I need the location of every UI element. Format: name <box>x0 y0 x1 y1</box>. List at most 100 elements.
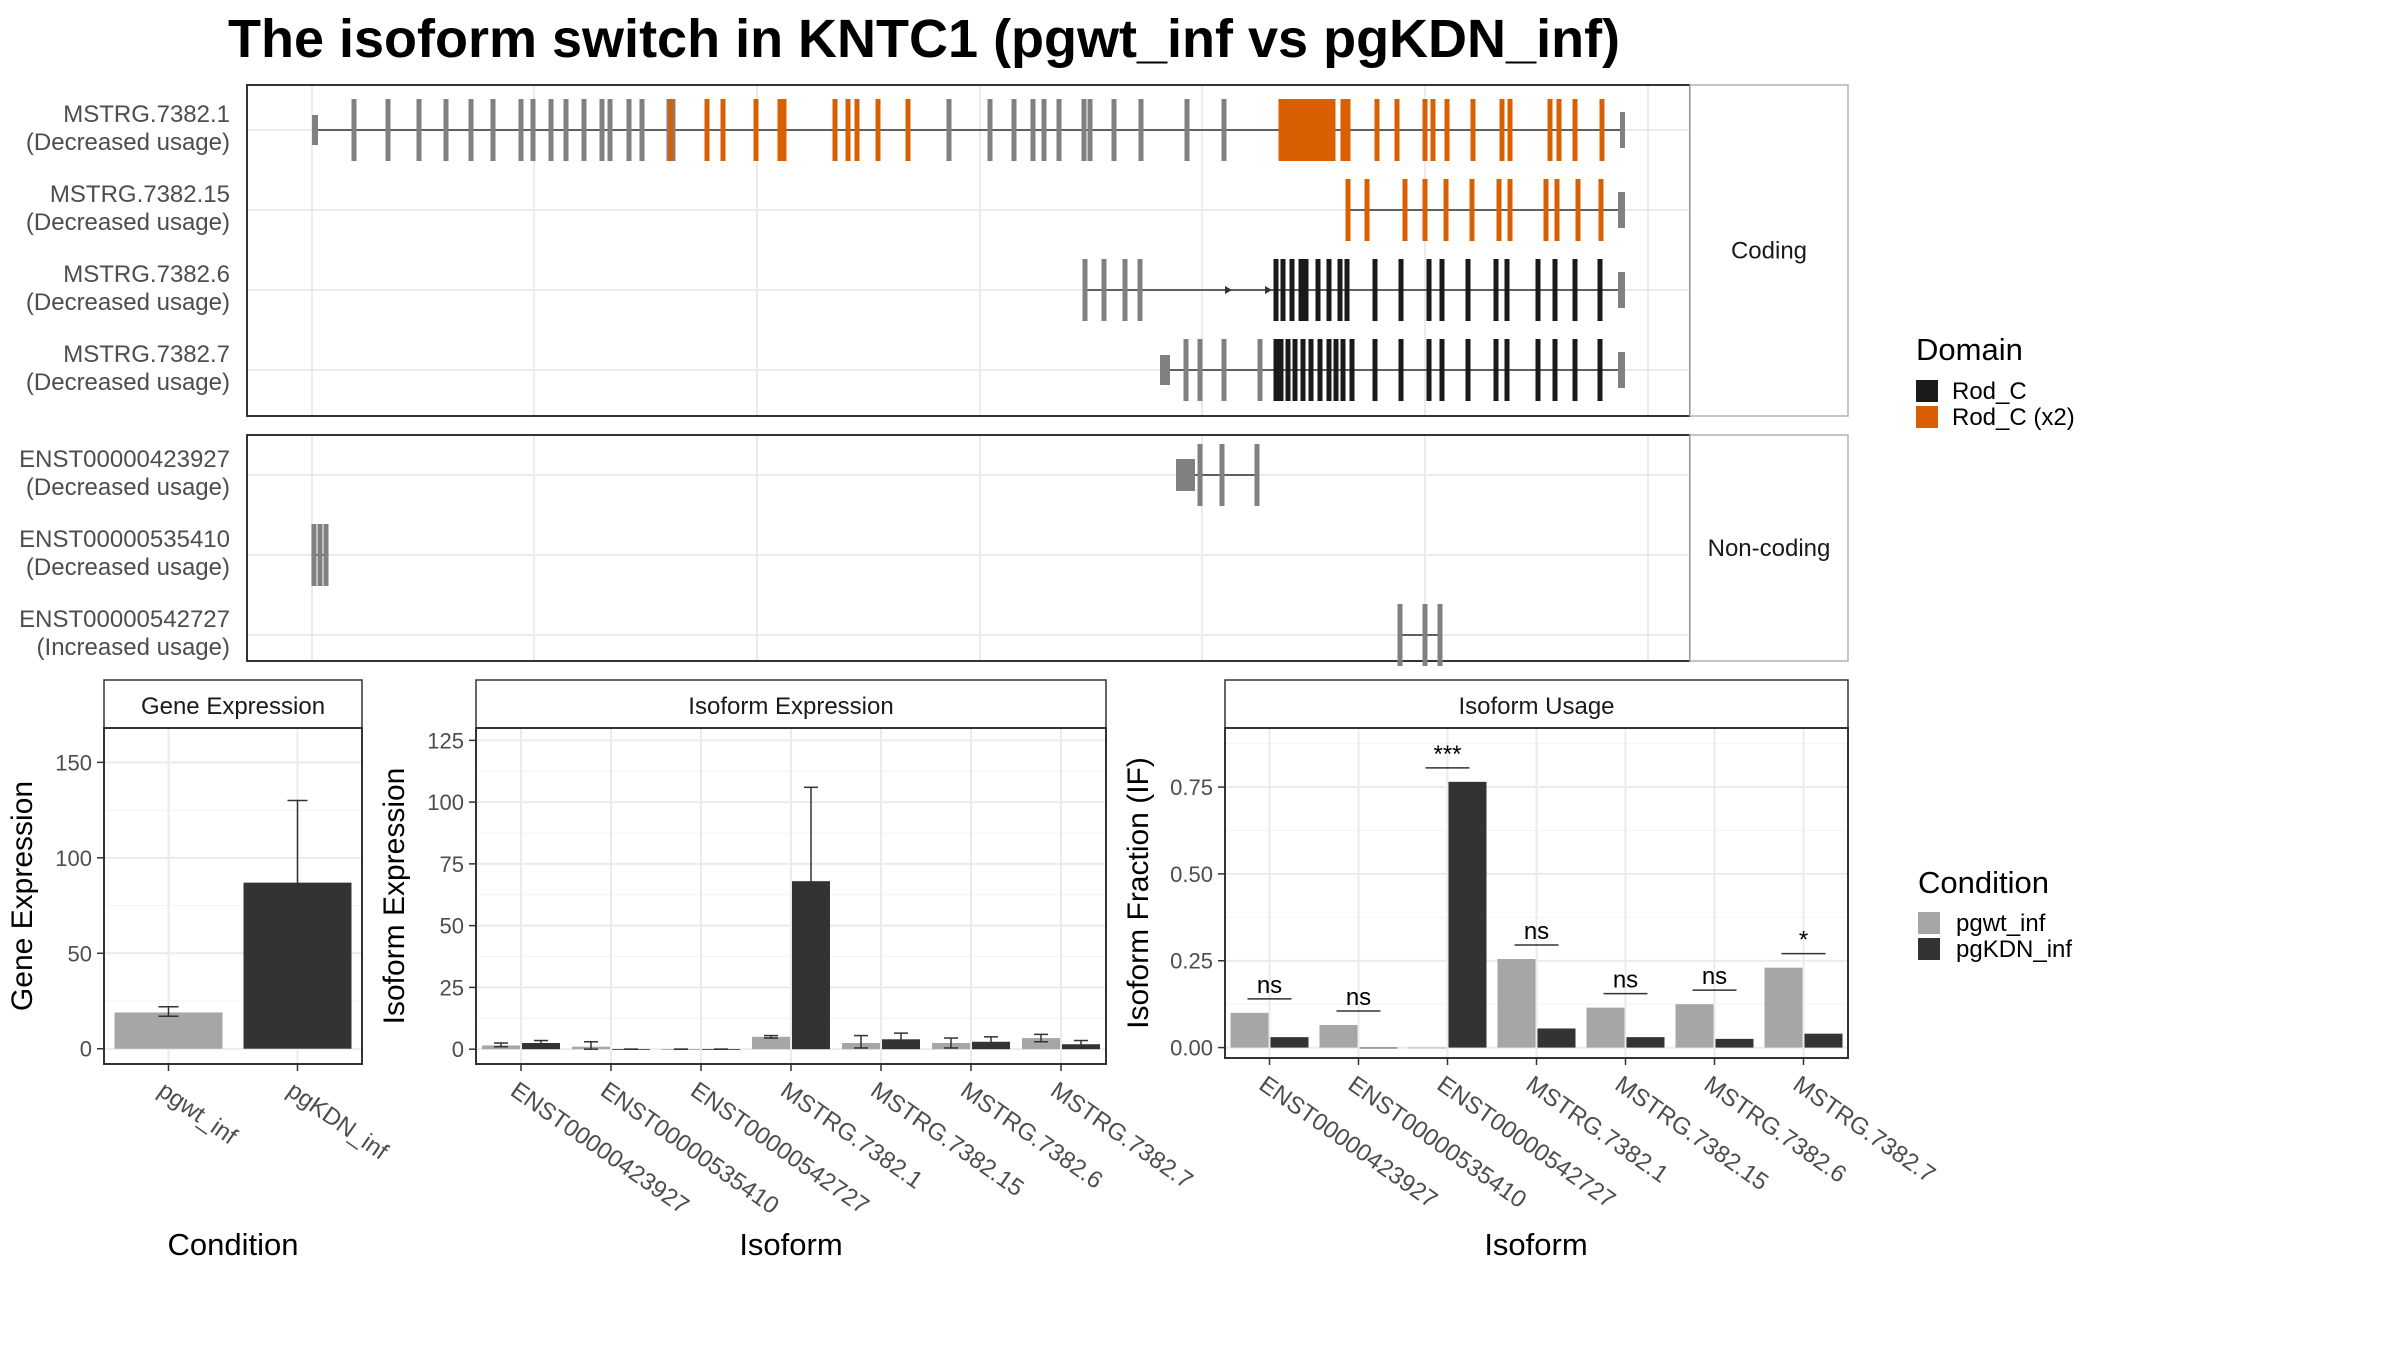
exon <box>317 524 323 586</box>
exon <box>1056 99 1062 161</box>
significance-label: ns <box>1524 918 1549 945</box>
exon-domain-rod-c-x2 <box>1345 99 1351 161</box>
exon-domain-rod-c-x2 <box>1283 99 1289 161</box>
exon-domain-rod-c-x2 <box>1469 179 1475 241</box>
exon-domain-rod-c-x2 <box>845 99 851 161</box>
exon-domain-rod-c <box>1504 259 1510 321</box>
bar <box>1626 1037 1665 1048</box>
exon-domain-rod-c <box>1298 259 1304 321</box>
exon <box>351 99 357 161</box>
y-tick-label: 75 <box>440 852 464 877</box>
exon-domain-rod-c-x2 <box>1325 99 1331 161</box>
exon <box>626 99 632 161</box>
bar <box>1497 959 1536 1048</box>
exon-domain-rod-c <box>1439 259 1445 321</box>
exon <box>1111 99 1117 161</box>
y-tick-label: 50 <box>68 941 92 966</box>
exon-domain-rod-c-x2 <box>1556 99 1562 161</box>
exon-domain-rod-c <box>1292 339 1298 401</box>
y-tick-label: 0 <box>80 1037 92 1062</box>
exon-domain-rod-c <box>1280 259 1286 321</box>
transcript-label: MSTRG.7382.1 <box>63 101 230 128</box>
utr-exon <box>1176 459 1195 491</box>
bar <box>1586 1007 1625 1048</box>
exon-domain-rod-c-x2 <box>1554 179 1560 241</box>
exon-domain-rod-c-x2 <box>1422 179 1428 241</box>
domain-legend-title: Domain <box>1916 332 2023 367</box>
bar <box>1804 1033 1843 1048</box>
exon <box>1138 99 1144 161</box>
transcript-label: ENST00000423927 <box>19 446 230 473</box>
bar <box>1448 781 1487 1048</box>
condition-legend-label: pgwt_inf <box>1956 910 2046 937</box>
utr-exon <box>1620 112 1625 148</box>
exon-domain-rod-c <box>1597 259 1603 321</box>
exon <box>1221 339 1227 401</box>
exon-domain-rod-c <box>1308 339 1314 401</box>
exon-domain-rod-c-x2 <box>1599 99 1605 161</box>
bar <box>1408 1047 1447 1049</box>
exon-domain-rod-c-x2 <box>1305 99 1311 161</box>
exon-domain-rod-c-x2 <box>1394 99 1400 161</box>
exon-domain-rod-c <box>1426 339 1432 401</box>
transcript-usage-label: (Decreased usage) <box>26 209 230 236</box>
utr-exon <box>1618 352 1625 388</box>
exon <box>1397 604 1403 666</box>
transcript-usage-label: (Decreased usage) <box>26 474 230 501</box>
transcript-usage-label: (Decreased usage) <box>26 129 230 156</box>
y-tick-label: 100 <box>55 846 92 871</box>
transcript-usage-label: (Decreased usage) <box>26 554 230 581</box>
significance-label: ns <box>1257 972 1282 999</box>
utr-exon <box>1618 192 1625 228</box>
exon-domain-rod-c <box>1333 339 1339 401</box>
bar <box>1022 1038 1060 1050</box>
facet-strip-label: Non-coding <box>1708 535 1831 562</box>
y-tick-label: 25 <box>440 975 464 1000</box>
exon <box>607 99 613 161</box>
exon-domain-rod-c <box>1273 259 1279 321</box>
exon <box>1197 339 1203 401</box>
exon-domain-rod-c-x2 <box>1572 99 1578 161</box>
x-axis-title: Condition <box>168 1227 299 1262</box>
exon-domain-rod-c-x2 <box>1291 99 1297 161</box>
exon-domain-rod-c-x2 <box>1345 179 1351 241</box>
transcript-label: ENST00000542727 <box>19 606 230 633</box>
x-tick-label: MSTRG.7382.15 <box>866 1077 1029 1202</box>
exon-domain-rod-c <box>1552 339 1558 401</box>
exon-domain-rod-c <box>1552 259 1558 321</box>
exon-domain-rod-c-x2 <box>1374 99 1380 161</box>
exon-domain-rod-c-x2 <box>1443 179 1449 241</box>
bar <box>1764 967 1803 1048</box>
exon <box>563 99 569 161</box>
y-tick-label: 0.75 <box>1170 775 1213 800</box>
exon-domain-rod-c <box>1493 259 1499 321</box>
exon-domain-rod-c-x2 <box>1470 99 1476 161</box>
exon-domain-rod-c <box>1504 339 1510 401</box>
y-axis-title: Gene Expression <box>6 781 39 1011</box>
chart-panel-border <box>103 727 363 1065</box>
exon <box>1254 444 1260 506</box>
y-tick-label: 0.00 <box>1170 1036 1213 1061</box>
page-title: The isoform switch in KNTC1 (pgwt_inf vs… <box>228 9 1621 69</box>
exon-domain-rod-c-x2 <box>905 99 911 161</box>
exon <box>1101 259 1107 321</box>
exon-domain-rod-c <box>1349 339 1355 401</box>
strand-arrow-icon <box>1265 286 1272 294</box>
exon <box>1082 259 1088 321</box>
x-axis-title: Isoform <box>1484 1227 1587 1262</box>
exon-domain-rod-c-x2 <box>1507 179 1513 241</box>
transcript-label: MSTRG.7382.7 <box>63 341 230 368</box>
exon-domain-rod-c <box>1398 259 1404 321</box>
x-tick-label: pgKDN_inf <box>282 1077 393 1166</box>
y-tick-label: 0.50 <box>1170 862 1213 887</box>
isoform-expression-chart: Isoform Expression0255075100125ENST00000… <box>378 679 1198 1262</box>
exon-domain-rod-c <box>1465 339 1471 401</box>
chart-title: Isoform Expression <box>688 693 893 720</box>
exon <box>311 524 317 586</box>
domain-legend-label: Rod_C (x2) <box>1952 404 2075 431</box>
utr-exon <box>1160 355 1170 385</box>
exon-domain-rod-c <box>1340 339 1346 401</box>
exon <box>1041 99 1047 161</box>
